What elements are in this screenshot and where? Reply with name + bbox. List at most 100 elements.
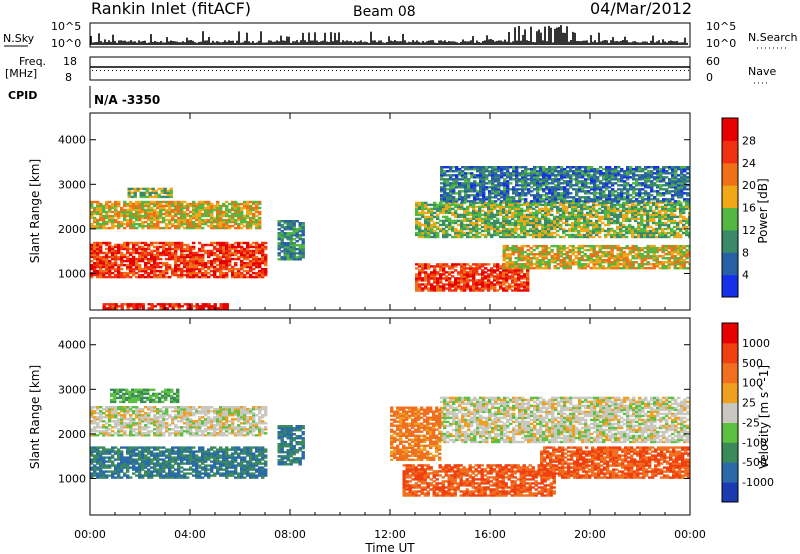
echo-cell — [246, 214, 250, 218]
echo-cell — [108, 220, 112, 224]
echo-cell — [301, 256, 305, 259]
echo-cell — [475, 211, 479, 215]
echo-cell — [147, 202, 151, 206]
echo-cell — [469, 227, 473, 231]
echo-cell — [183, 265, 187, 269]
echo-cell — [117, 249, 121, 253]
echo-cell — [688, 253, 691, 256]
echo-cell — [111, 265, 115, 269]
echo-cell — [604, 235, 608, 239]
echo-cell — [610, 267, 614, 270]
echo-cell — [577, 267, 581, 270]
echo-cell — [186, 224, 190, 228]
echo-cell — [511, 261, 515, 264]
echo-cell — [418, 273, 422, 276]
echo-cell — [148, 191, 152, 195]
echo-cell — [478, 217, 482, 221]
echo-cell — [580, 225, 584, 229]
echo-cell — [156, 220, 160, 224]
echo-cell — [183, 257, 187, 261]
echo-cell — [535, 227, 539, 231]
echo-cell — [454, 287, 458, 290]
echo-cell — [424, 221, 428, 225]
echo-cell — [99, 218, 103, 222]
echo-cell — [252, 257, 256, 261]
echo-cell — [512, 192, 516, 195]
echo-cell — [210, 249, 214, 253]
echo-cell — [479, 176, 483, 179]
echo-cell — [129, 271, 133, 275]
echo-cell — [503, 180, 507, 183]
echo-cell — [478, 231, 482, 235]
echo-cell — [481, 271, 485, 274]
echo-cell — [159, 305, 163, 308]
echo-cell — [518, 198, 522, 201]
echo-cell — [130, 187, 134, 191]
echo-cell — [458, 186, 462, 189]
echo-cell — [153, 204, 157, 208]
echo-cell — [222, 220, 226, 224]
echo-cell — [538, 207, 542, 211]
echo-cell — [159, 271, 163, 275]
echo-cell — [123, 241, 127, 245]
echo-cell — [289, 250, 293, 253]
echo-cell — [520, 209, 524, 213]
echo-cell — [141, 273, 145, 277]
echo-cell — [183, 214, 187, 218]
echo-cell — [637, 233, 641, 237]
nave-dot — [640, 70, 641, 71]
echo-cell — [289, 232, 293, 235]
echo-cell — [466, 271, 470, 274]
echo-cell — [505, 246, 509, 250]
echo-cell — [460, 281, 464, 284]
echo-cell — [243, 255, 247, 259]
echo-cell — [523, 221, 527, 225]
echo-cell — [460, 201, 464, 205]
echo-cell — [509, 182, 513, 185]
echo-cell — [147, 243, 151, 247]
echo-cell — [481, 283, 485, 286]
echo-cell — [673, 203, 677, 207]
echo-cell — [625, 244, 629, 248]
echo-cell — [470, 172, 474, 175]
echo-cell — [195, 222, 199, 226]
echo-cell — [469, 287, 473, 290]
echo-cell — [649, 263, 653, 266]
echo-cell — [138, 216, 142, 220]
echo-cell — [436, 285, 440, 288]
echo-cell — [580, 233, 584, 237]
echo-cell — [198, 255, 202, 259]
echo-cell — [114, 267, 118, 271]
echo-cell — [463, 283, 467, 286]
echo-cell — [571, 261, 575, 264]
echo-cell — [499, 225, 503, 229]
echo-cell — [523, 223, 527, 227]
echo-cell — [466, 233, 470, 237]
echo-cell — [634, 229, 638, 233]
echo-cell — [565, 211, 569, 215]
echo-cell — [526, 215, 530, 219]
nave-dot — [268, 70, 269, 71]
echo-cell — [156, 200, 160, 204]
echo-cell — [183, 212, 187, 216]
echo-cell — [682, 263, 686, 266]
echo-cell — [508, 219, 512, 223]
echo-cell — [493, 205, 497, 209]
echo-cell — [301, 230, 305, 233]
echo-cell — [649, 205, 653, 209]
echo-cell — [670, 263, 674, 266]
echo-cell — [679, 267, 683, 270]
echo-cell — [159, 220, 163, 224]
echo-cell — [523, 265, 527, 268]
echo-cell — [646, 211, 650, 215]
echo-cell — [192, 269, 196, 273]
echo-cell — [198, 218, 202, 222]
echo-cell — [439, 203, 443, 207]
echo-cell — [658, 235, 662, 239]
echo-cell — [90, 247, 94, 251]
echo-cell — [538, 231, 542, 235]
echo-cell — [292, 232, 296, 235]
echo-cell — [478, 223, 482, 227]
echo-cell — [183, 222, 187, 226]
echo-cell — [418, 223, 422, 227]
